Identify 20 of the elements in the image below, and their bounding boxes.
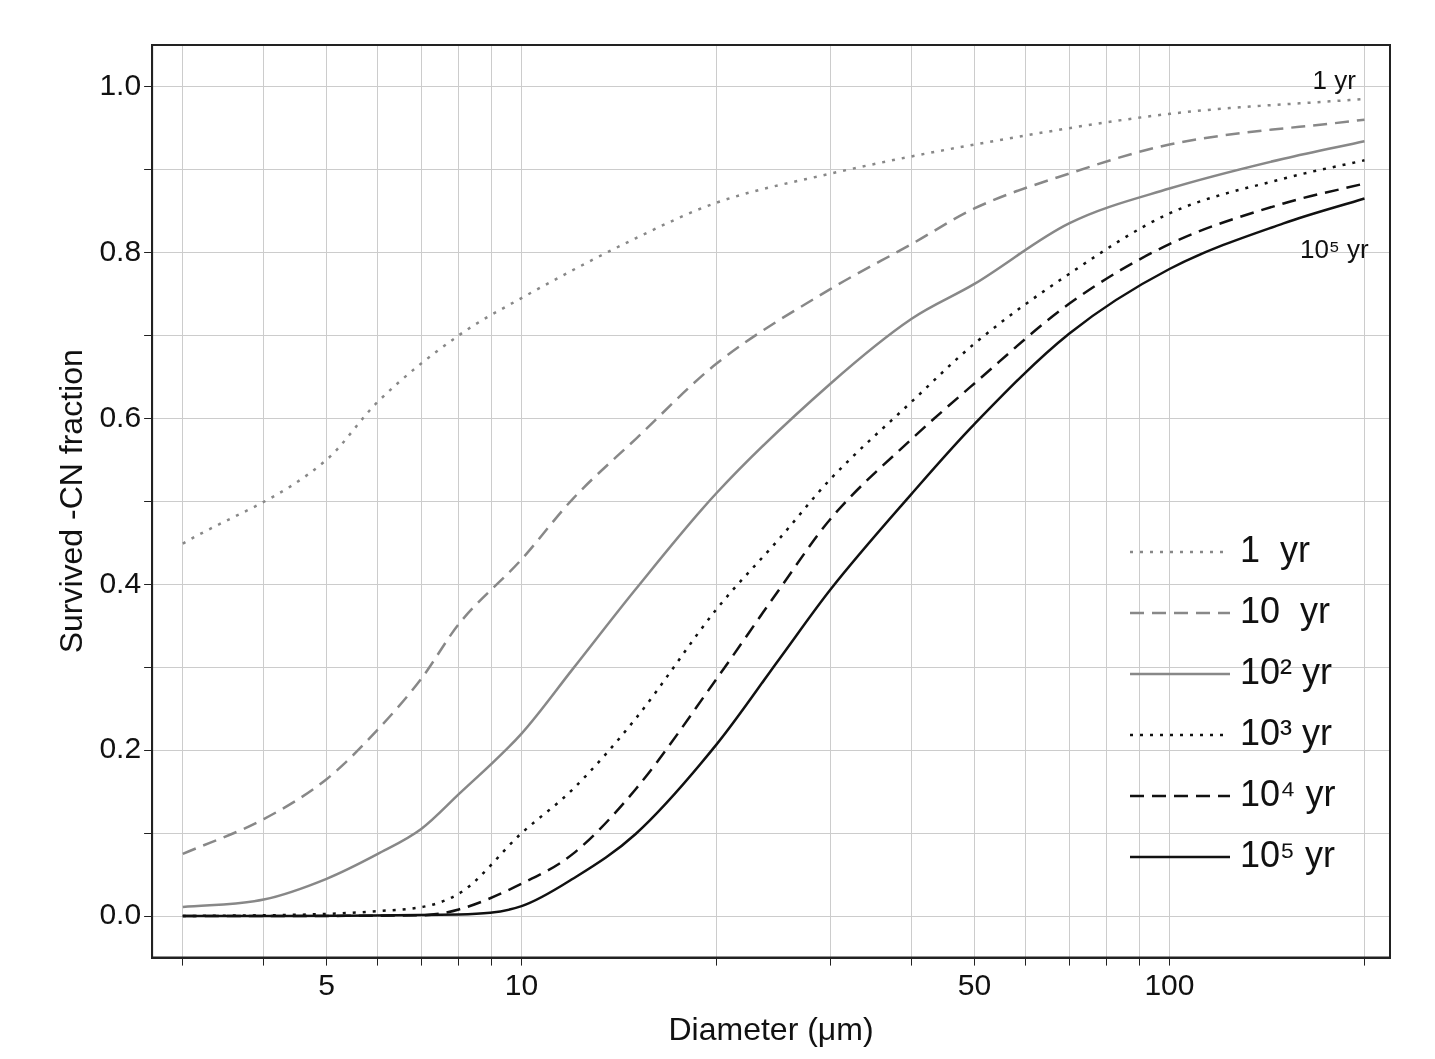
y-tick-label: 0.0 xyxy=(99,897,142,931)
legend-label: 1 yr xyxy=(1240,529,1311,571)
y-tick-label: 0.4 xyxy=(99,565,142,599)
annotation: 1 yr xyxy=(1312,64,1357,95)
y-tick-label: 1.0 xyxy=(99,67,142,101)
legend-label: 10⁴ yr xyxy=(1240,773,1336,815)
x-tick-label: 5 xyxy=(318,967,335,1001)
legend-label: 10 yr xyxy=(1240,590,1331,632)
y-axis-title: Survived -CN fraction xyxy=(53,349,90,654)
annotation: 10⁵ yr xyxy=(1300,233,1369,264)
y-tick-label: 0.6 xyxy=(99,399,142,433)
y-tick-label: 0.2 xyxy=(99,731,142,765)
x-axis-title: Diameter (μm) xyxy=(668,1010,874,1047)
y-tick-label: 0.8 xyxy=(99,233,142,267)
x-tick-label: 100 xyxy=(1144,967,1195,1001)
legend-label: 10⁵ yr xyxy=(1240,834,1335,876)
x-tick-label: 50 xyxy=(957,967,992,1001)
x-tick-label: 10 xyxy=(504,967,539,1001)
legend-label: 10³ yr xyxy=(1240,712,1333,754)
legend-label: 10² yr xyxy=(1240,651,1333,693)
